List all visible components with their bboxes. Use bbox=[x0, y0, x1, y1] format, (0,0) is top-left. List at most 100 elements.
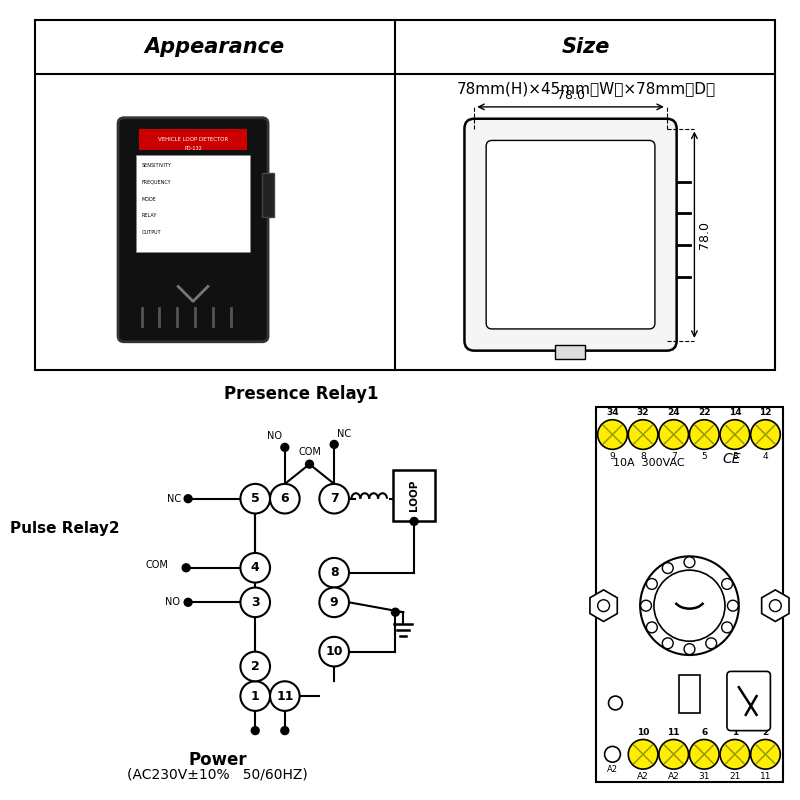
Text: COM: COM bbox=[146, 560, 168, 570]
Circle shape bbox=[281, 443, 289, 451]
Bar bbox=[394, 470, 435, 522]
Text: 11: 11 bbox=[276, 690, 294, 702]
Text: 9: 9 bbox=[330, 596, 338, 609]
Text: A2: A2 bbox=[607, 765, 618, 774]
Text: PD-132: PD-132 bbox=[184, 146, 202, 151]
Text: CE: CE bbox=[722, 452, 741, 466]
Circle shape bbox=[184, 494, 192, 502]
Bar bbox=[35, 20, 775, 370]
Text: NO: NO bbox=[166, 598, 180, 607]
Circle shape bbox=[184, 598, 192, 606]
Text: FREQUENCY: FREQUENCY bbox=[142, 180, 171, 185]
Text: 2: 2 bbox=[762, 728, 769, 737]
Text: 9: 9 bbox=[610, 452, 615, 461]
Circle shape bbox=[684, 644, 695, 654]
Circle shape bbox=[690, 420, 719, 450]
Text: 10: 10 bbox=[326, 645, 343, 658]
Text: 11: 11 bbox=[760, 771, 771, 781]
Circle shape bbox=[270, 682, 300, 711]
Text: 12: 12 bbox=[759, 408, 772, 418]
Text: 21: 21 bbox=[729, 771, 741, 781]
Circle shape bbox=[722, 578, 733, 590]
Circle shape bbox=[410, 518, 418, 526]
FancyBboxPatch shape bbox=[727, 671, 770, 730]
Text: NC: NC bbox=[337, 430, 351, 439]
Text: 34: 34 bbox=[606, 408, 618, 418]
Bar bbox=[555, 345, 585, 358]
Circle shape bbox=[391, 608, 399, 616]
Text: 8: 8 bbox=[330, 566, 338, 579]
Text: NO: NO bbox=[267, 431, 282, 442]
Text: VEHICLE LOOP DETECTOR: VEHICLE LOOP DETECTOR bbox=[158, 137, 228, 142]
Circle shape bbox=[659, 739, 689, 769]
Circle shape bbox=[319, 587, 349, 617]
Circle shape bbox=[750, 739, 780, 769]
Text: 7: 7 bbox=[670, 452, 677, 461]
Circle shape bbox=[720, 739, 750, 769]
Text: 10: 10 bbox=[637, 728, 650, 737]
Circle shape bbox=[241, 682, 270, 711]
Circle shape bbox=[628, 420, 658, 450]
Circle shape bbox=[281, 726, 289, 734]
Text: COM: COM bbox=[298, 447, 321, 458]
Circle shape bbox=[646, 578, 658, 590]
Text: 78mm(H)×45mm（W）×78mm（D）: 78mm(H)×45mm（W）×78mm（D） bbox=[456, 82, 715, 97]
Text: 24: 24 bbox=[667, 408, 680, 418]
Text: 1: 1 bbox=[251, 690, 259, 702]
Circle shape bbox=[727, 600, 738, 611]
Circle shape bbox=[646, 622, 658, 633]
Text: A2: A2 bbox=[638, 771, 649, 781]
Circle shape bbox=[319, 484, 349, 514]
Text: SENSITIVITY: SENSITIVITY bbox=[142, 163, 172, 168]
Circle shape bbox=[319, 558, 349, 587]
FancyBboxPatch shape bbox=[465, 118, 677, 350]
Text: 3: 3 bbox=[732, 452, 738, 461]
Circle shape bbox=[182, 564, 190, 572]
FancyBboxPatch shape bbox=[118, 118, 268, 342]
Circle shape bbox=[241, 484, 270, 514]
Circle shape bbox=[770, 600, 782, 611]
Text: Appearance: Appearance bbox=[145, 37, 285, 57]
Text: 14: 14 bbox=[729, 408, 741, 418]
Text: 4: 4 bbox=[251, 562, 259, 574]
Circle shape bbox=[330, 441, 338, 448]
Text: 11: 11 bbox=[667, 728, 680, 737]
Bar bbox=[678, 675, 700, 713]
Circle shape bbox=[241, 587, 270, 617]
Text: 2: 2 bbox=[251, 660, 259, 673]
Text: 7: 7 bbox=[330, 492, 338, 505]
Circle shape bbox=[605, 746, 620, 762]
Circle shape bbox=[722, 622, 733, 633]
Bar bbox=[596, 407, 783, 782]
FancyBboxPatch shape bbox=[486, 141, 655, 329]
Text: 8: 8 bbox=[640, 452, 646, 461]
Text: (AC230V±10%   50/60HZ): (AC230V±10% 50/60HZ) bbox=[127, 767, 308, 781]
Text: Pulse Relay2: Pulse Relay2 bbox=[10, 521, 119, 536]
Text: NC: NC bbox=[167, 494, 181, 504]
Circle shape bbox=[241, 652, 270, 682]
Text: OUTPUT: OUTPUT bbox=[142, 230, 162, 235]
Text: 32: 32 bbox=[637, 408, 650, 418]
Text: 4: 4 bbox=[762, 452, 768, 461]
Text: 78.0: 78.0 bbox=[557, 89, 585, 102]
Text: 22: 22 bbox=[698, 408, 710, 418]
Text: Size: Size bbox=[562, 37, 610, 57]
Text: 10A  300VAC: 10A 300VAC bbox=[614, 458, 685, 468]
Text: 5: 5 bbox=[702, 452, 707, 461]
Bar bbox=[138, 129, 247, 150]
Text: Presence Relay1: Presence Relay1 bbox=[224, 385, 379, 403]
Circle shape bbox=[654, 570, 725, 642]
Circle shape bbox=[684, 557, 695, 568]
Text: 5: 5 bbox=[251, 492, 259, 505]
Text: MODE: MODE bbox=[142, 197, 157, 202]
Circle shape bbox=[640, 556, 739, 655]
Circle shape bbox=[270, 484, 300, 514]
Circle shape bbox=[609, 696, 622, 710]
Circle shape bbox=[706, 638, 717, 649]
Circle shape bbox=[241, 553, 270, 582]
Circle shape bbox=[628, 739, 658, 769]
Text: Power: Power bbox=[189, 751, 247, 770]
Circle shape bbox=[598, 420, 627, 450]
Bar bbox=[136, 155, 250, 252]
Circle shape bbox=[641, 600, 651, 611]
